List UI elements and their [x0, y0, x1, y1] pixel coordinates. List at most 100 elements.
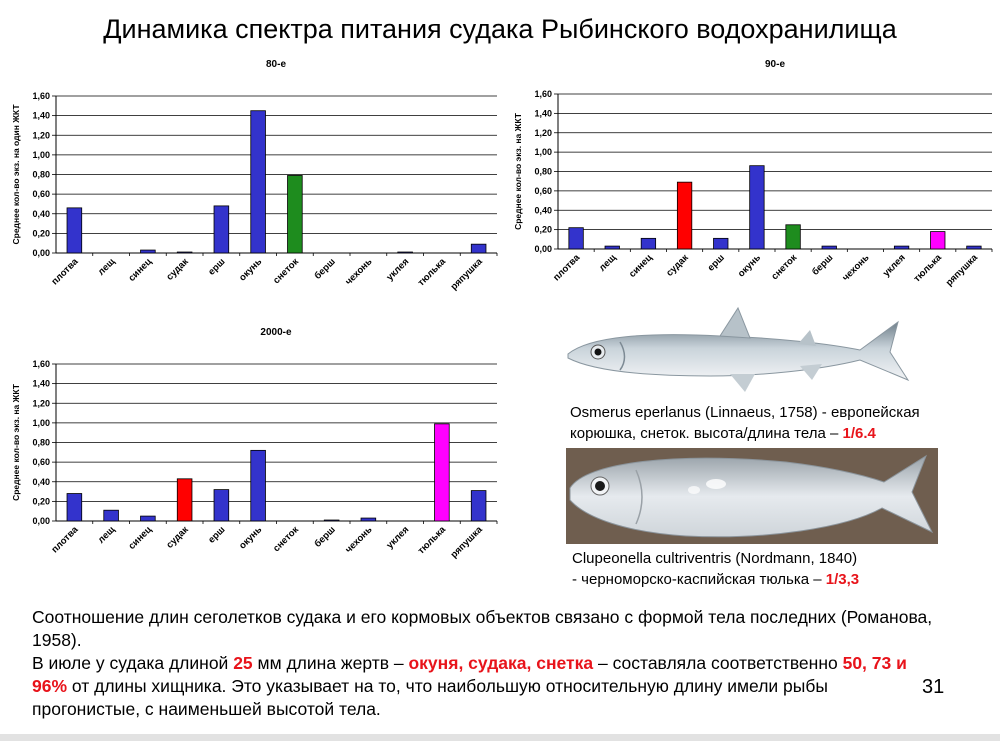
chart-90s-category-label: снеток: [769, 252, 799, 282]
chart-2000s-bar-10: [434, 423, 450, 522]
chart-2000s-ytick-label: 0,20: [32, 496, 50, 506]
body-paragraph-1: Соотношение длин сеголетков судака и его…: [32, 607, 933, 650]
chart-90s-category-label: уклея: [881, 252, 908, 279]
kilka-caption-line1: Clupeonella cultriventris (Nordmann, 184…: [572, 550, 858, 567]
chart-80s-category-label: окунь: [237, 256, 264, 283]
chart-80s-ytick-label: 1,00: [32, 150, 50, 160]
chart-90s: 90-е Среднее кол-во экз. на ЖКТ 0,00 0,20 0,…: [505, 56, 1000, 306]
chart-90s-ytick-label: 0,00: [534, 244, 552, 254]
chart-90s-bar-9: [893, 245, 910, 250]
chart-2000s-bar-5: [250, 449, 266, 522]
predator-length: 25: [233, 653, 253, 673]
chart-2000s-ytick-label: 0,60: [32, 457, 50, 467]
chart-2000s-bar-4: [213, 489, 230, 522]
chart-90s-ytick-label: 1,20: [534, 128, 552, 138]
body-paragraph-2: В июле у судака длиной 25 мм длина жертв…: [32, 652, 912, 721]
smelt-photo: [560, 300, 920, 400]
kilka-caption-line2: - черноморско-каспийская тюлька – 1/3,3: [572, 569, 992, 590]
smelt-fish-icon: [567, 306, 910, 392]
kilka-ratio: 1/3,3: [825, 571, 860, 588]
chart-2000s-category-label: синец: [126, 524, 154, 552]
prey-percentages: 50, 73 и 96%: [32, 653, 907, 696]
chart-80s: 80-е Среднее кол-во экз. на один ЖКТ 0,00 0…: [0, 56, 505, 306]
chart-80s-category-label: уклея: [384, 256, 411, 283]
chart-90s-category-label: берш: [810, 252, 835, 277]
chart-2000s-ytick-label: 1,00: [32, 418, 50, 428]
chart-2000s-bar-8: [360, 517, 377, 522]
chart-90s-bar-0: [568, 227, 584, 250]
chart-80s-bar-3: [176, 251, 193, 254]
chart-80s-ylabel: Среднее кол-во экз. на один ЖКТ: [11, 104, 21, 245]
chart-80s-svg: 80-е Среднее кол-во экз. на один ЖКТ 0,00 0…: [11, 59, 498, 293]
chart-80s-bar-5: [250, 110, 266, 254]
chart-80s-category-label: тюлька: [416, 256, 449, 289]
chart-90s-ytick-label: 0,40: [534, 205, 552, 215]
chart-2000s-category-label: уклея: [384, 524, 411, 551]
chart-80s-bar-9: [397, 251, 413, 254]
chart-2000s-bar-7: [323, 519, 340, 522]
chart-90s-category-label: судак: [664, 252, 691, 279]
body-p2-d: от длины хищника. Это указывает на то, ч…: [32, 676, 828, 719]
chart-2000s-bar-11: [470, 490, 487, 522]
body-p2-c: – составляла соответственно: [593, 653, 843, 673]
chart-80s-ytick-label: 1,60: [32, 91, 50, 101]
bottom-rule: [0, 734, 1000, 741]
chart-2000s-category-label: лещ: [96, 524, 117, 545]
chart-2000s-ytick-label: 1,60: [32, 359, 50, 369]
smelt-caption-line1: Osmerus eperlanus (Linnaeus, 1758) - евр…: [570, 404, 920, 421]
chart-80s-category-label: ерш: [206, 256, 227, 277]
chart-2000s-ytick-label: 0,00: [32, 516, 50, 526]
chart-2000s-svg: 2000-е Среднее кол-во экз. на ЖКТ 0,00 0,20…: [11, 327, 498, 561]
chart-80s-bar-4: [213, 205, 230, 254]
chart-2000s-ytick-label: 0,80: [32, 438, 50, 448]
chart-2000s-ylabel: Среднее кол-во экз. на ЖКТ: [11, 383, 21, 501]
chart-90s-ytick-label: 1,00: [534, 147, 552, 157]
chart-80s-ytick-label: 0,80: [32, 170, 50, 180]
slide-title: Динамика спектра питания судака Рыбинско…: [103, 14, 897, 44]
chart-90s-category-label: синец: [627, 252, 655, 280]
chart-90s-bar-7: [821, 245, 837, 250]
chart-90s-ylabel: Среднее кол-во экз. на ЖКТ: [513, 112, 523, 230]
chart-2000s-category-label: чехонь: [343, 524, 374, 555]
chart-2000s-category-label: плотва: [49, 524, 81, 556]
chart-80s-category-label: судак: [164, 256, 191, 283]
chart-80s-bar-2: [140, 249, 156, 254]
chart-90s-bar-2: [640, 237, 657, 250]
chart-90s-bar-6: [785, 224, 801, 250]
chart-2000s-title: 2000-е: [260, 327, 292, 338]
chart-90s-bar-3: [676, 181, 693, 250]
kilka-caption: Clupeonella cultriventris (Nordmann, 184…: [572, 548, 992, 590]
chart-2000s: 2000-е Среднее кол-во экз. на ЖКТ 0,00 0,20…: [0, 322, 505, 578]
chart-90s-ytick-label: 1,60: [534, 89, 552, 99]
chart-2000s-category-label: окунь: [237, 524, 264, 551]
chart-2000s-category-label: ряпушка: [449, 524, 486, 561]
chart-80s-category-label: чехонь: [343, 256, 374, 287]
chart-90s-svg: 90-е Среднее кол-во экз. на ЖКТ 0,00 0,20 0,…: [513, 59, 993, 289]
smelt-caption-line2: корюшка, снеток. высота/длина тела – 1/6…: [570, 423, 990, 444]
chart-80s-bar-6: [287, 175, 303, 254]
chart-80s-ytick-label: 1,20: [32, 130, 50, 140]
body-p2-b: мм длина жертв –: [252, 653, 409, 673]
chart-80s-ytick-label: 0,00: [32, 248, 50, 258]
chart-80s-category-label: снеток: [271, 256, 301, 286]
chart-90s-ytick-label: 0,80: [534, 167, 552, 177]
chart-80s-ytick-label: 0,60: [32, 189, 50, 199]
chart-90s-ytick-label: 1,40: [534, 108, 552, 118]
chart-90s-category-label: тюлька: [912, 252, 945, 285]
chart-90s-bar-4: [713, 237, 729, 250]
chart-2000s-ytick-label: 1,20: [32, 398, 50, 408]
body-text: Соотношение длин сеголетков судака и его…: [32, 606, 962, 721]
kilka-photo: [566, 448, 938, 544]
chart-2000s-category-label: снеток: [271, 524, 301, 554]
chart-90s-category-label: окунь: [736, 252, 763, 279]
chart-80s-ytick-label: 1,40: [32, 111, 50, 121]
chart-2000s-ytick-label: 1,40: [32, 379, 50, 389]
chart-90s-category-label: ряпушка: [944, 252, 981, 289]
chart-2000s-category-label: берш: [312, 524, 337, 549]
chart-90s-bar-1: [604, 245, 620, 250]
prey-list: окуня, судака, снетка: [408, 653, 594, 673]
smelt-ratio: 1/6.4: [842, 425, 876, 442]
smelt-caption-text: корюшка, снеток. высота/длина тела –: [570, 425, 839, 442]
chart-80s-category-label: плотва: [49, 256, 81, 288]
chart-80s-ytick-label: 0,20: [32, 228, 50, 238]
